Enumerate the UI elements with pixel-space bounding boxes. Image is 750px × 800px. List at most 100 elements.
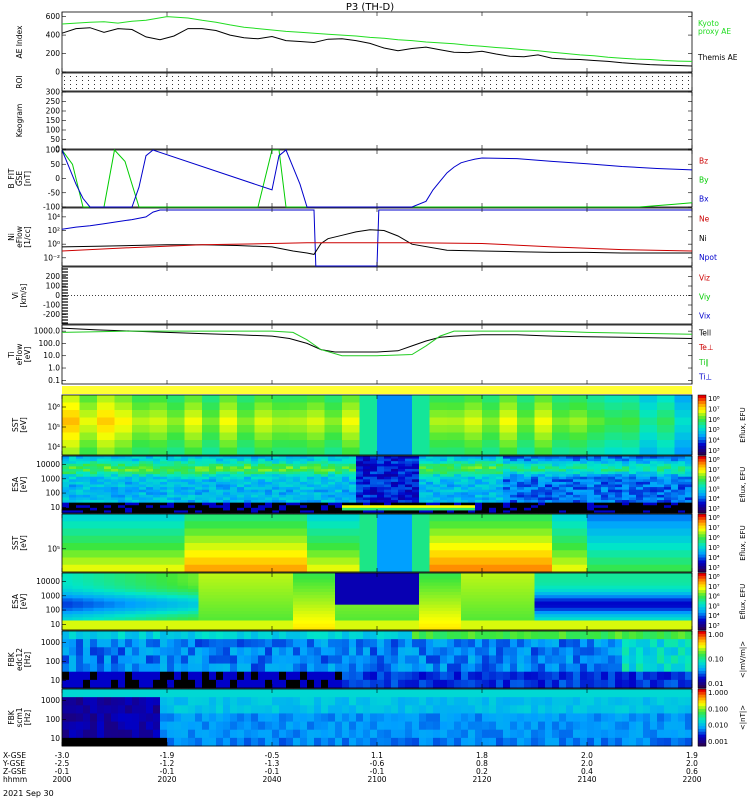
spectro-cell [545,582,556,587]
spectro-cell [104,611,115,615]
spectro-cell [681,595,693,599]
spectro-cell [314,601,325,606]
sst_ion-colorbar-cell [698,401,706,405]
spectro-cell [674,521,693,529]
spectro-cell [559,468,567,472]
spectro-cell [685,466,693,470]
spectro-cell [272,456,280,459]
roi-dot [76,76,77,77]
spectro-cell [678,481,686,485]
spectro-cell [363,481,371,485]
spectro-cell [114,425,133,433]
spectro-cell [475,463,483,467]
spectro-cell [475,458,483,462]
spectro-cell [104,617,115,621]
colorbar-tick: 10⁷ [708,405,720,413]
spectro-cell [440,507,448,511]
spectro-cell [181,679,189,689]
spectro-cell [552,447,570,456]
spectro-cell [237,543,255,551]
spectro-cell [324,604,336,609]
spectro-cell [83,466,91,470]
spectro-cell [468,500,476,504]
spectro-cell [639,623,651,628]
spectro-cell [209,456,217,459]
spectro-cell [314,573,325,577]
roi-dot [310,88,311,89]
spectro-cell [650,598,661,602]
spectro-cell [552,510,560,514]
tick-label: 1.0 [48,364,60,373]
spectro-cell [184,417,203,426]
spectro-cell [188,505,196,509]
spectro-cell [534,535,553,544]
spectro-cell [188,466,196,470]
spectro-cell [324,417,343,426]
spectro-cell [685,458,693,462]
spectro-cell [223,507,231,511]
spectro-cell [671,507,679,511]
spectro-cell [447,671,455,681]
spectro-cell [531,476,539,480]
spectro-cell [216,468,224,472]
spectro-cell [156,607,168,612]
roi-dot [136,88,137,89]
roi-dot [580,76,581,77]
spectro-cell [615,505,623,509]
spectro-cell [387,617,399,621]
spectro-cell [531,456,539,459]
spectro-cell [471,579,483,583]
spectro-cell [636,497,644,501]
spectro-cell [324,528,343,537]
spectro-cell [174,463,182,467]
spectro-cell [286,663,294,673]
spectro-cell [146,595,157,599]
spectro-cell [545,484,553,488]
spectro-cell [135,576,147,580]
spectro-cell [254,564,273,573]
spectro-cell [335,507,343,511]
spectro-cell [104,601,115,606]
roi-dot [316,76,317,77]
roi-dot [274,88,275,89]
spectro-cell [499,417,518,426]
roi-dot [568,84,569,85]
spectro-cell [104,479,112,483]
spectro-cell [97,557,115,566]
spectro-cell [272,679,280,689]
spectro-cell [83,456,91,459]
roi-dot [460,80,461,81]
spectro-cell [608,614,619,618]
spectro-cell [566,598,577,602]
roi-dot [610,84,611,85]
spectro-cell [475,647,483,656]
roi-dot [346,76,347,77]
spectro-cell [489,461,497,465]
spectro-cell [251,663,259,673]
roi-dot [124,80,125,81]
spectro-cell [636,481,644,485]
spectro-cell [359,550,378,558]
spectro-cell [657,639,665,648]
spectro-cell [440,463,448,467]
spectro-cell [174,489,182,493]
spectro-cell [321,502,329,506]
spectro-cell [674,417,693,426]
roi-dot [538,88,539,89]
spectro-cell [251,461,259,465]
spectro-cell [622,468,630,472]
spectro-cell [531,510,539,514]
spectro-cell [377,484,385,488]
spectro-cell [76,497,84,501]
spectro-cell [671,484,679,488]
spectro-cell [223,489,231,493]
spectro-cell [657,432,675,441]
sst_elec-colorbar-cell [698,540,706,544]
spectro-cell [230,492,238,496]
spectro-cell [349,647,357,656]
spectro-cell [608,598,619,602]
spectro-cell [286,647,294,656]
roi-dot [148,80,149,81]
spectro-cell [83,592,94,596]
spectro-cell [174,510,182,514]
